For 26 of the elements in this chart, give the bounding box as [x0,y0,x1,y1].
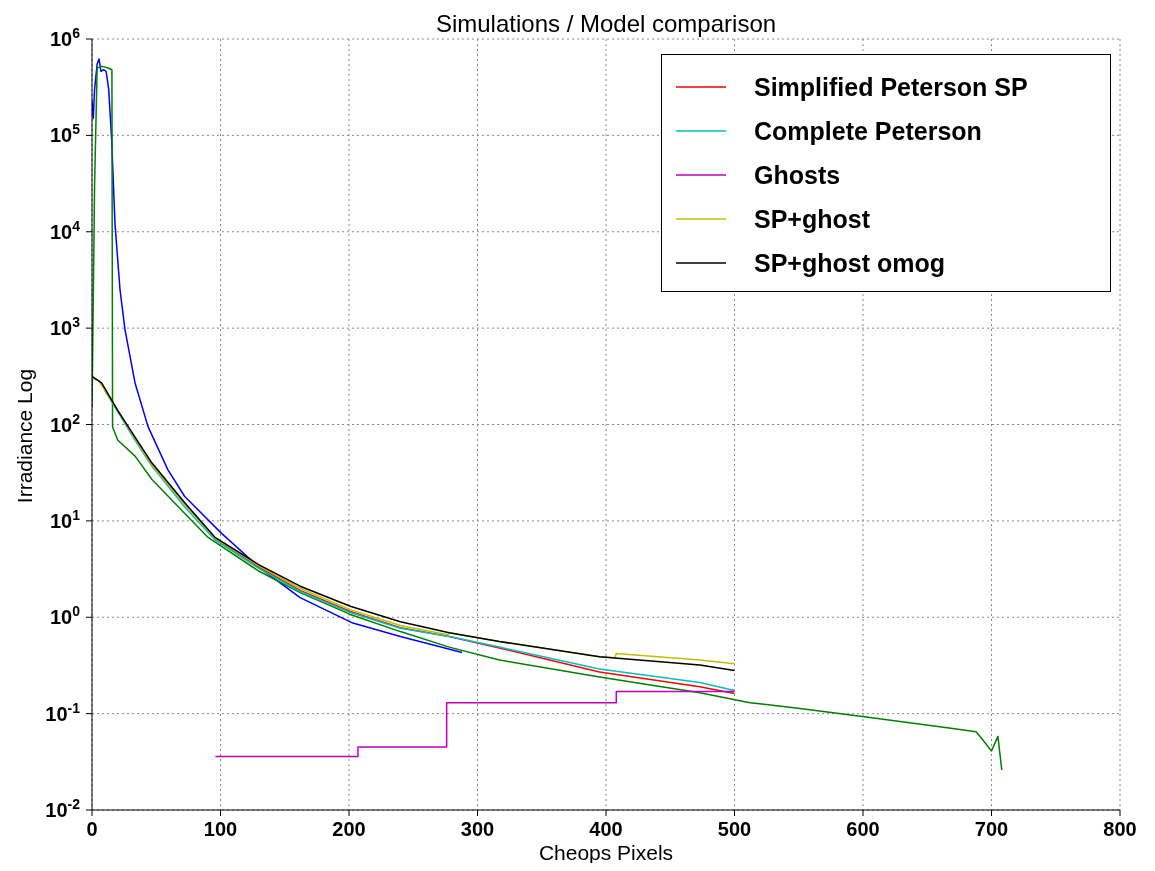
x-tick-label: 200 [332,818,366,840]
x-tick-label: 800 [1103,818,1137,840]
y-tick-label: 10$^{6}$ [49,25,81,50]
y-tick-label: 10$^{1}$ [49,506,81,532]
x-tick-label: 500 [717,818,752,840]
y-tick-label: 10$^{0}$ [49,603,81,629]
line-series [92,58,463,654]
x-tick-label: 100 [203,818,238,840]
x-tick-label: 300 [460,818,495,840]
y-tick-label: 10$^{-2}$ [45,796,81,821]
legend-label: SP+ghost [754,204,870,234]
y-tick-label: 10$^{2}$ [49,410,81,436]
legend-label: Complete Peterson [754,116,982,146]
x-tick-label: 700 [974,818,1009,840]
x-tick-label: 400 [589,818,623,840]
y-tick-label: 10$^{3}$ [49,314,81,340]
legend-label: Ghosts [754,160,841,190]
y-axis-title: Irradiance Log [12,368,36,504]
y-tick-label: 10$^{4}$ [49,217,81,243]
legend-label: Simplified Peterson SP [754,72,1028,102]
y-tick-label: 10$^{5}$ [49,121,81,147]
x-tick-label: 600 [846,818,880,840]
x-tick-label: 0 [86,818,98,840]
legend-label: SP+ghost omog [754,248,945,278]
y-tick-label: 10$^{-1}$ [45,699,81,725]
chart-title: Simulations / Model comparison [434,10,778,38]
